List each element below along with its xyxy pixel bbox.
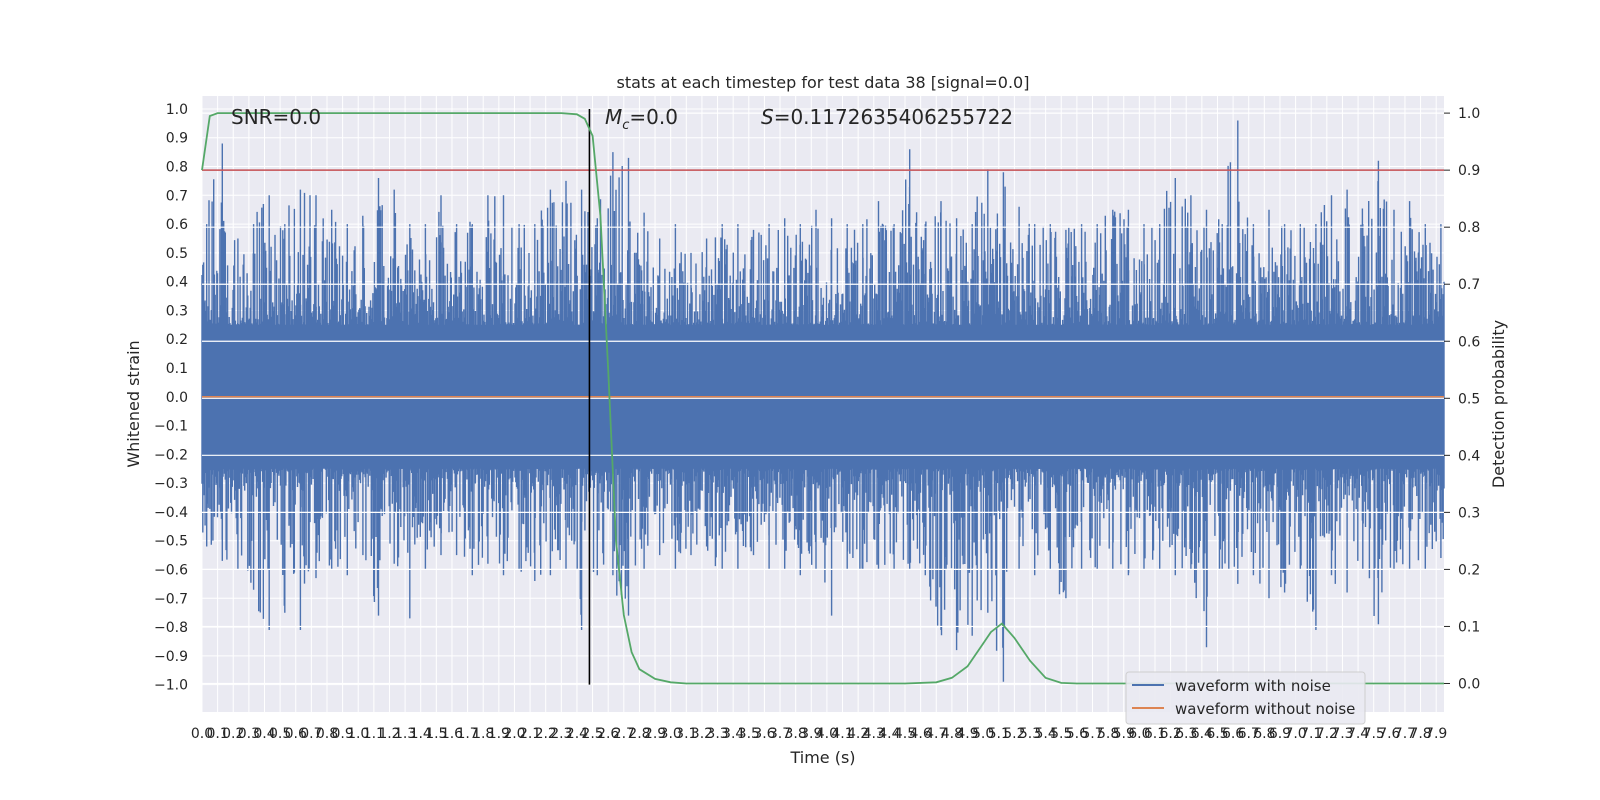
y-tick-label-left: 0.7 — [166, 188, 188, 204]
y-tick-label-left: −0.3 — [154, 476, 188, 492]
y-tick-label-left: −0.6 — [154, 563, 188, 579]
y-tick-label-right: 0.5 — [1458, 391, 1480, 407]
chart-title: stats at each timestep for test data 38 … — [617, 73, 1030, 92]
y-tick-label-left: −0.4 — [154, 505, 188, 521]
y-tick-label-left: −0.2 — [154, 447, 188, 463]
y-tick-label-right: 0.4 — [1458, 448, 1480, 464]
y-tick-label-left: 0.6 — [166, 217, 188, 233]
y-tick-label-left: 0.5 — [166, 246, 188, 262]
y-tick-label-right: 0.6 — [1458, 334, 1480, 350]
y-tick-label-left: −0.1 — [154, 419, 188, 435]
y-tick-label-left: 0.0 — [166, 390, 188, 406]
y-tick-label-right: 0.7 — [1458, 277, 1480, 293]
y-tick-label-right: 0.8 — [1458, 220, 1480, 236]
y-tick-label-left: 1.0 — [166, 102, 188, 118]
y-tick-label-right: 0.9 — [1458, 163, 1480, 179]
y-tick-label-left: −0.9 — [154, 649, 188, 665]
y-tick-label-left: −1.0 — [154, 678, 188, 694]
y-tick-label-left: 0.8 — [166, 160, 188, 176]
s-annotation: S=0.1172635406255722 — [761, 105, 1013, 129]
y-tick-label-left: 0.3 — [166, 303, 188, 319]
y-tick-label-right: 0.3 — [1458, 505, 1480, 521]
y-tick-label-left: 0.9 — [166, 131, 188, 147]
y-tick-label-left: −0.7 — [154, 591, 188, 607]
y-tick-label-left: 0.2 — [166, 332, 188, 348]
x-tick-label: 7.9 — [1425, 726, 1447, 742]
y-tick-label-left: 0.4 — [166, 275, 188, 291]
mc-annotation: Mc=0.0 — [605, 105, 678, 133]
x-axis-label: Time (s) — [789, 748, 855, 767]
snr-annotation: SNR=0.0 — [231, 105, 321, 129]
chart: 0.00.10.20.30.40.50.60.70.80.91.01.11.21… — [0, 0, 1600, 800]
y-tick-label-left: 0.1 — [166, 361, 188, 377]
y-tick-label-right: 0.1 — [1458, 619, 1480, 635]
legend-label-noise: waveform with noise — [1175, 677, 1331, 695]
legend-label-clean: waveform without noise — [1175, 700, 1355, 718]
y-tick-label-right: 0.2 — [1458, 562, 1480, 578]
y-axis-label-left: Whitened strain — [124, 340, 143, 467]
y-tick-label-left: −0.5 — [154, 534, 188, 550]
y-axis-label-right: Detection probability — [1489, 320, 1508, 488]
legend: waveform with noise waveform without noi… — [1126, 672, 1365, 724]
y-tick-label-right: 0.0 — [1458, 676, 1480, 692]
y-tick-label-right: 1.0 — [1458, 106, 1480, 122]
y-tick-label-left: −0.8 — [154, 620, 188, 636]
